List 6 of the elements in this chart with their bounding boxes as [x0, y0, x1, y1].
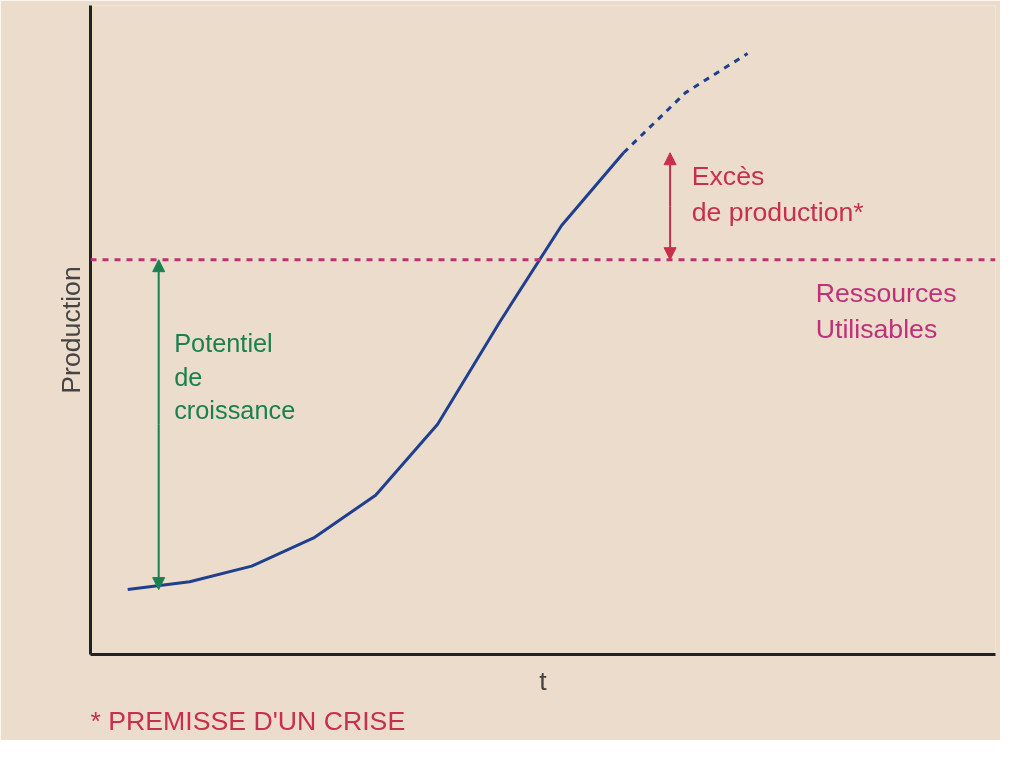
ref-line-label: Ressources Utilisables — [815, 277, 957, 344]
text: * PREMISSE D'UN CRISE — [90, 705, 406, 736]
annotation: Potentiel de croissance — [174, 328, 296, 425]
annotation: Excès de production* — [691, 161, 864, 228]
x-axis-title: t — [539, 665, 548, 696]
y-axis-title: Production — [55, 266, 86, 394]
